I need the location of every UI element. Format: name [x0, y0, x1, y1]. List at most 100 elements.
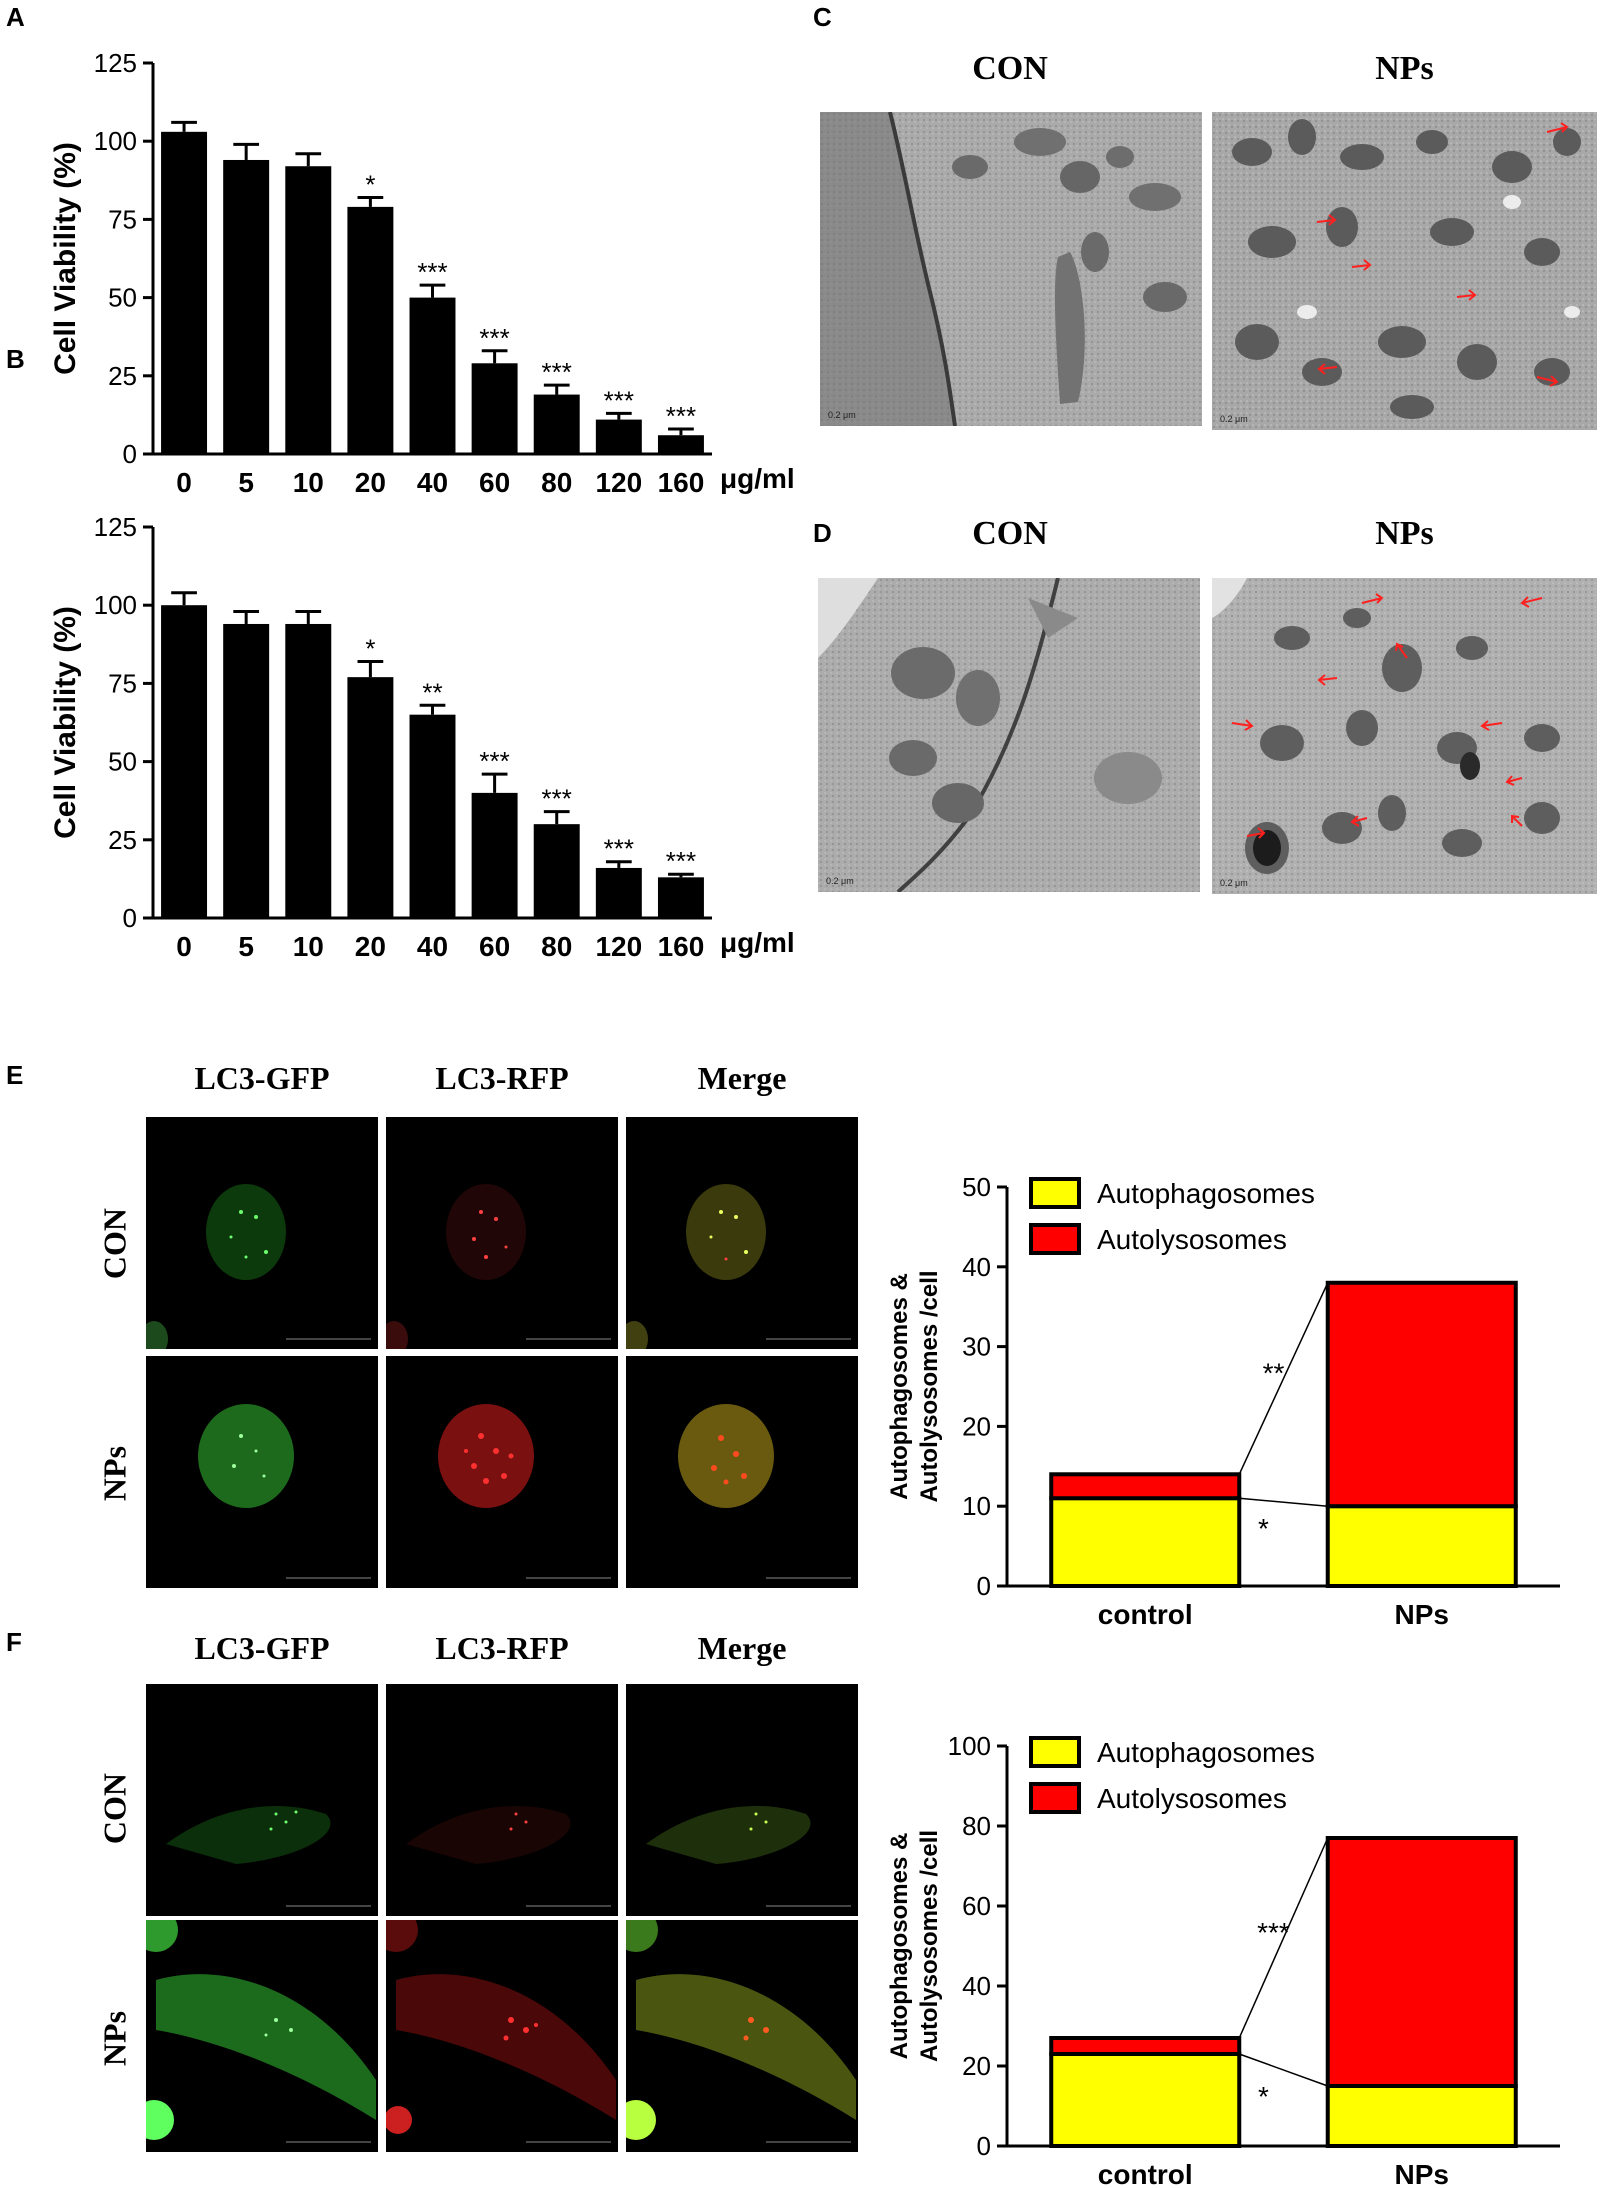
b-x-tick-label: 160	[658, 931, 705, 962]
f-col-title-rfp: LC3-RFP	[435, 1630, 569, 1666]
b-bar-120	[595, 867, 642, 918]
f-bar-NPs-autolysosomes	[1325, 1836, 1518, 2088]
b-bar-5	[223, 623, 270, 918]
f-y-label-line: Autolysosomes /cell	[916, 1830, 943, 2062]
a-bar-60	[471, 363, 518, 454]
e-con-gfp-image	[146, 1117, 378, 1349]
e-nps-rfp-image	[386, 1356, 618, 1588]
e-bar-NPs-autolysosomes	[1325, 1280, 1518, 1509]
a-y-label: Cell Viability (%)	[49, 142, 82, 375]
f-col-title-gfp: LC3-GFP	[194, 1630, 330, 1666]
b-significance: ***	[479, 746, 509, 776]
em-d-con-image: 0.2 μm	[818, 578, 1200, 892]
f-significance-autolysosomes: ***	[1257, 1917, 1290, 1948]
a-bar-40	[409, 297, 456, 454]
e-bar-control-autophagosomes	[1049, 1496, 1242, 1588]
b-significance: ***	[542, 784, 572, 814]
f-connector-autophagosomes	[1239, 2053, 1328, 2087]
e-legend-swatch-autophagosomes	[1029, 1177, 1081, 1209]
a-bar-0	[161, 131, 208, 455]
b-x-unit: μg/ml	[720, 927, 795, 958]
b-x-tick-label: 40	[417, 931, 448, 962]
a-bar-5	[223, 159, 270, 454]
em-c-nps-title: NPs	[1375, 50, 1434, 87]
b-significance: ***	[604, 834, 634, 864]
em-d-nps-image: 0.2 μm	[1212, 578, 1597, 894]
b-x-tick-label: 60	[479, 931, 510, 962]
e-connector-autophagosomes	[1239, 1497, 1328, 1507]
a-bar-20	[347, 206, 394, 454]
e-y-tick-label: 30	[962, 1332, 991, 1362]
f-legend-label-autophagosomes: Autophagosomes	[1097, 1737, 1315, 1768]
e-bar-NPs-autophagosomes	[1325, 1504, 1518, 1588]
b-x-tick-label: 10	[293, 931, 324, 962]
b-x-tick-label: 0	[176, 931, 192, 962]
b-x-tick-label: 5	[238, 931, 254, 962]
e-con-merge-image	[626, 1117, 858, 1349]
b-y-tick-label: 125	[94, 512, 137, 542]
e-y-tick-label: 40	[962, 1252, 991, 1282]
f-nps-gfp-image	[146, 1920, 378, 2152]
panel-letter-c: C	[813, 2, 832, 32]
f-bar-control-autolysosomes	[1049, 2036, 1242, 2056]
e-x-tick-label: control	[1098, 1599, 1193, 1630]
f-y-tick-label: 80	[962, 1811, 991, 1841]
b-x-tick-label: 120	[595, 931, 642, 962]
e-significance-autophagosomes: *	[1258, 1513, 1269, 1544]
svg-text:0.2 μm: 0.2 μm	[1220, 878, 1248, 888]
f-con-merge-image	[626, 1684, 858, 1916]
f-nps-rfp-image	[386, 1920, 618, 2152]
f-bar-NPs-autophagosomes	[1325, 2084, 1518, 2148]
b-bar-20	[347, 677, 394, 918]
a-y-tick-label: 125	[94, 48, 137, 78]
a-y-tick-label: 100	[94, 126, 137, 156]
f-significance-autophagosomes: *	[1258, 2081, 1269, 2112]
a-x-tick-label: 80	[541, 467, 572, 498]
a-significance: *	[365, 170, 375, 200]
a-x-tick-label: 40	[417, 467, 448, 498]
chart-a: 0 25 50 75 100 125 0 5 10 * 20 *** 40 *** 60 *** 80 *** 12…	[49, 48, 795, 498]
a-y-tick-label: 75	[108, 204, 137, 234]
e-y-tick-label: 0	[977, 1571, 991, 1601]
f-bar-control-autophagosomes	[1049, 2052, 1242, 2148]
f-x-tick-label: NPs	[1395, 2159, 1449, 2188]
f-legend-swatch-autophagosomes	[1029, 1736, 1081, 1768]
panel-letter-a: A	[6, 2, 25, 32]
panel-letter-b: B	[6, 344, 25, 374]
e-connector-autolysosomes	[1238, 1282, 1329, 1475]
b-y-tick-label: 0	[123, 903, 137, 933]
a-x-tick-label: 120	[595, 467, 642, 498]
f-y-tick-label: 0	[977, 2131, 991, 2161]
a-x-tick-label: 0	[176, 467, 192, 498]
panel-letter-d: D	[813, 518, 832, 548]
a-significance: ***	[666, 401, 696, 431]
a-x-tick-label: 160	[658, 467, 705, 498]
b-y-tick-label: 25	[108, 825, 137, 855]
e-y-tick-label: 10	[962, 1491, 991, 1521]
e-y-label-line: Autophagosomes &	[886, 1273, 913, 1500]
a-bar-120	[595, 419, 642, 454]
a-y-tick-label: 0	[123, 439, 137, 469]
e-legend-label-autolysosomes: Autolysosomes	[1097, 1224, 1287, 1255]
f-legend-label-autolysosomes: Autolysosomes	[1097, 1783, 1287, 1814]
f-legend-swatch-autolysosomes	[1029, 1782, 1081, 1814]
a-bar-160	[657, 435, 704, 454]
a-y-tick-label: 25	[108, 361, 137, 391]
f-col-title-merge: Merge	[697, 1630, 787, 1666]
b-bar-0	[161, 605, 208, 918]
b-significance: **	[422, 677, 442, 707]
em-c-nps-image: 0.2 μm	[1212, 112, 1597, 430]
svg-text:0.2 μm: 0.2 μm	[1220, 414, 1248, 424]
em-d-nps-title: NPs	[1375, 515, 1434, 552]
e-nps-gfp-image	[146, 1356, 378, 1588]
b-bar-80	[533, 824, 580, 918]
em-c-con-title: CON	[972, 50, 1048, 87]
a-x-unit: μg/ml	[720, 463, 795, 494]
a-significance: ***	[417, 257, 447, 287]
em-d-con-title: CON	[972, 515, 1048, 552]
a-significance: ***	[479, 323, 509, 353]
f-nps-merge-image	[626, 1920, 858, 2152]
